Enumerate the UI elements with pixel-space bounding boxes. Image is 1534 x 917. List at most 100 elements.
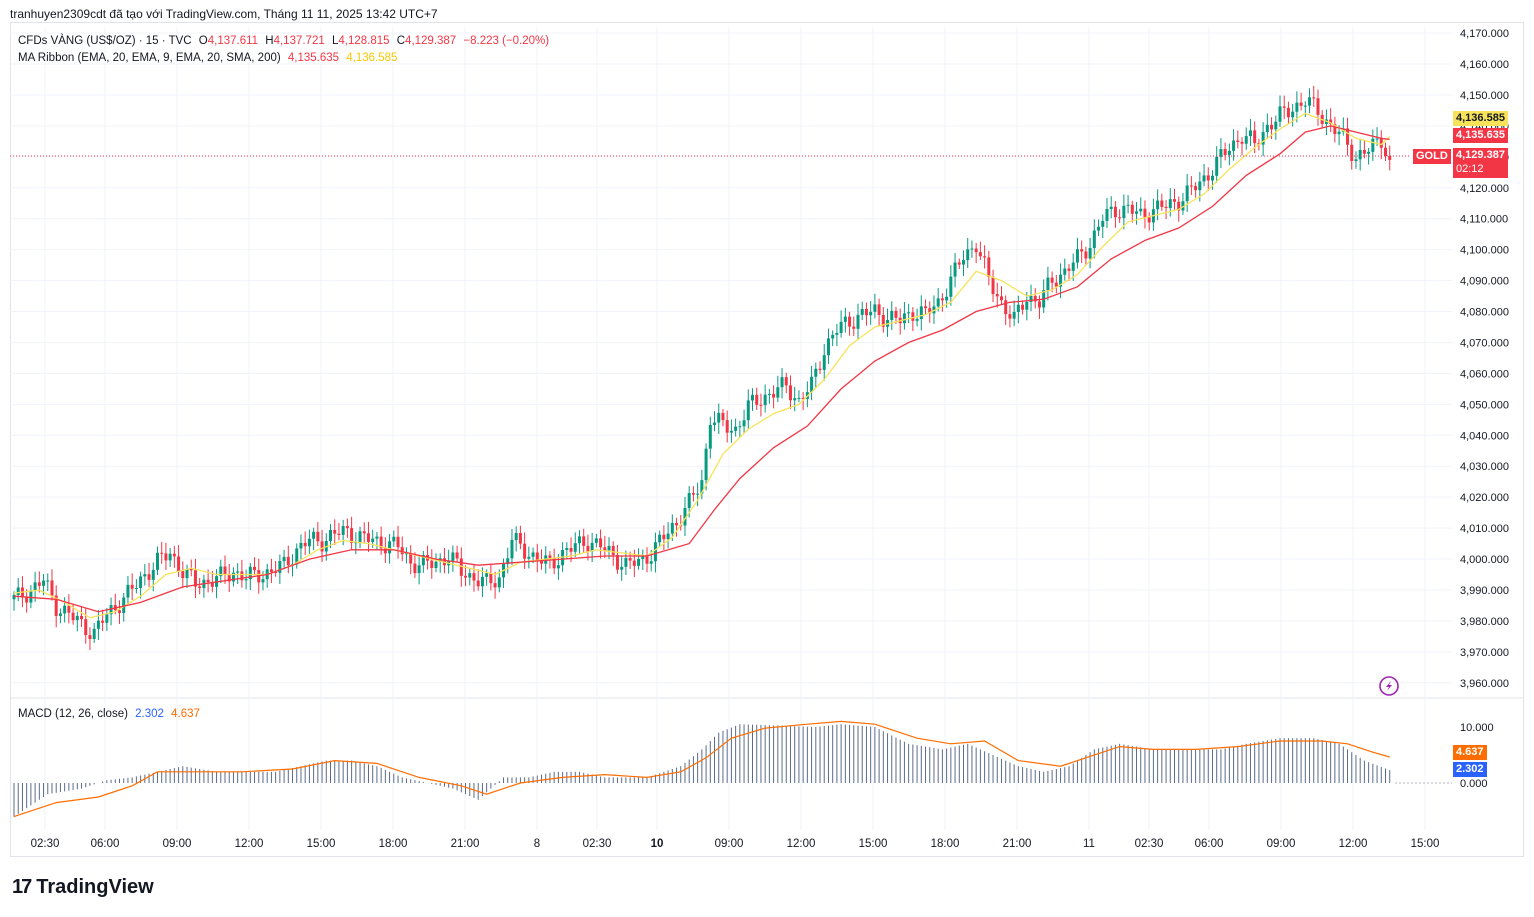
candle-body [1063, 268, 1067, 275]
time-tick-label: 10 [651, 838, 664, 850]
candle-body [835, 332, 839, 335]
candle-body [177, 556, 181, 572]
candle-body [236, 571, 240, 573]
candle-body [962, 260, 965, 265]
candle-body [1375, 138, 1379, 140]
candle-body [1012, 311, 1016, 319]
candle-body [1075, 249, 1079, 263]
candle-body [71, 612, 75, 621]
candle-body [1223, 149, 1227, 155]
candle-body [1236, 140, 1240, 142]
candle-body [670, 522, 674, 534]
candle-body [641, 555, 645, 559]
time-tick-label: 09:00 [715, 838, 744, 850]
candle-body [607, 545, 611, 551]
chart-frame[interactable] [10, 22, 1524, 857]
candle-body [1308, 97, 1312, 106]
candle-body [573, 543, 577, 552]
price-tick-label: 3,970.000 [1460, 647, 1509, 659]
candle-body [637, 558, 641, 566]
candle-body [713, 422, 717, 425]
candle-body [915, 319, 919, 321]
candle-body [582, 536, 586, 546]
candle-body [16, 587, 20, 595]
candle-body [1092, 230, 1096, 249]
candle-body [649, 561, 653, 564]
candle-body [42, 580, 46, 586]
alert-icon[interactable] [1379, 676, 1399, 696]
candle-body [797, 397, 801, 399]
candle-body [569, 548, 573, 552]
candle-body [991, 276, 995, 295]
ribbon-label[interactable]: MA Ribbon (EMA, 20, EMA, 9, EMA, 20, SMA… [18, 52, 281, 64]
candle-body [164, 553, 168, 561]
candle-body [729, 430, 733, 433]
candle-body [303, 542, 307, 547]
candle-body [1362, 149, 1366, 154]
macd-value: 2.302 [135, 708, 164, 720]
candle-body [632, 560, 636, 566]
candle-body [902, 313, 906, 324]
macd-legend: MACD (12, 26, close) 2.302 4.637 [18, 708, 204, 720]
candles [12, 85, 1392, 650]
candle-body [227, 574, 231, 582]
candle-body [1367, 151, 1371, 154]
candle-body [1139, 208, 1143, 212]
candle-body [126, 584, 130, 598]
candle-body [464, 575, 468, 578]
candle-body [1219, 149, 1223, 157]
candle-body [510, 539, 514, 559]
candle-body [80, 615, 84, 620]
candle-body [751, 394, 754, 401]
candle-body [1177, 201, 1181, 211]
candle-body [1101, 220, 1105, 227]
candle-body [742, 420, 746, 427]
signal-value: 4.637 [171, 708, 200, 720]
candle-body [1244, 136, 1248, 144]
candle-body [700, 480, 704, 494]
candle-body [721, 412, 725, 421]
candle-body [772, 393, 776, 398]
candle-body [168, 553, 172, 561]
candle-body [814, 368, 818, 377]
candle-body [282, 556, 286, 562]
candle-body [590, 542, 594, 552]
candle-body [63, 605, 67, 614]
price-tick-label: 4,100.000 [1460, 245, 1509, 257]
candle-body [1071, 262, 1075, 271]
candle-body [755, 394, 759, 405]
candle-body [552, 558, 556, 569]
candle-body [1185, 185, 1189, 202]
candle-body [455, 552, 459, 559]
candle-body [459, 558, 463, 576]
candle-body [603, 547, 607, 551]
change-value: −8.223 (−0.20%) [463, 35, 550, 47]
candle-body [1008, 314, 1012, 319]
candle-body [181, 571, 185, 579]
candle-body [1181, 201, 1185, 211]
candle-body [793, 398, 797, 401]
candle-body [1046, 277, 1050, 291]
macd-label[interactable]: MACD (12, 26, close) [18, 708, 128, 720]
candle-body [1346, 128, 1350, 145]
candle-body [468, 573, 472, 578]
candle-body [628, 557, 632, 561]
symbol-label[interactable]: CFDs VÀNG (US$/OZ) · 15 · TVC [18, 35, 192, 47]
candle-body [548, 555, 552, 559]
candle-body [1248, 130, 1252, 137]
candle-body [894, 310, 898, 318]
ma-line-ema-9 [13, 112, 1391, 619]
candle-body [1282, 106, 1286, 108]
candle-body [1025, 301, 1029, 310]
candle-body [531, 552, 535, 557]
candle-body [687, 493, 691, 509]
candle-body [206, 579, 210, 583]
price-tick-label: 4,000.000 [1460, 554, 1509, 566]
candle-body [1135, 211, 1139, 214]
ribbon-value-yellow: 4,136.585 [346, 52, 398, 64]
price-tick-label: 4,080.000 [1460, 307, 1509, 319]
tradingview-logo[interactable]: 17 TradingView [12, 876, 154, 899]
time-tick-label: 18:00 [379, 838, 408, 850]
time-tick-label: 09:00 [1267, 838, 1296, 850]
